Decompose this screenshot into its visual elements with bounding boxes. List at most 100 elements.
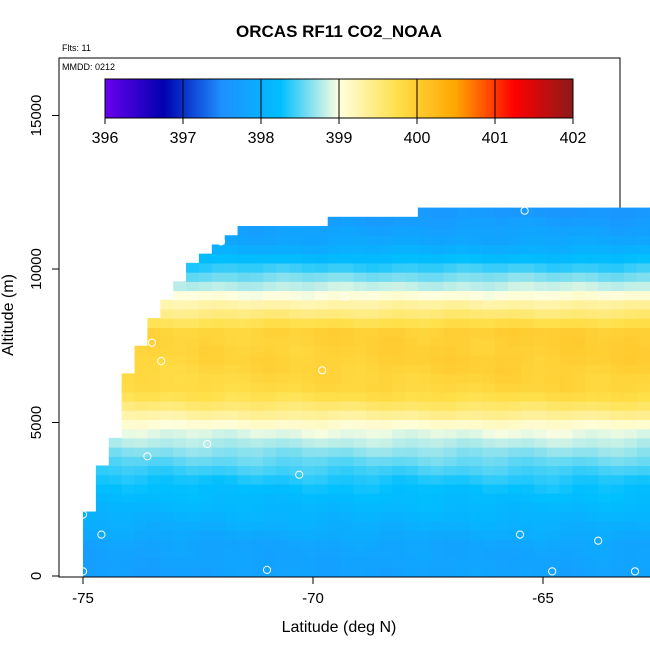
field-cell	[495, 235, 509, 246]
field-cell	[250, 474, 264, 485]
field-cell	[160, 465, 174, 476]
field-cell	[224, 539, 239, 549]
field-cell	[353, 364, 367, 374]
field-cell	[263, 290, 277, 301]
field-cell	[198, 493, 213, 503]
field-cell	[276, 364, 290, 374]
field-cell	[572, 253, 586, 264]
field-cell	[263, 474, 277, 485]
field-cell	[623, 465, 638, 476]
y-tick-label: 0	[28, 572, 45, 580]
field-cell	[430, 253, 445, 264]
field-cell	[198, 364, 213, 374]
field-cell	[250, 262, 264, 273]
field-cell	[327, 465, 342, 476]
field-cell	[392, 447, 406, 457]
field-cell	[533, 391, 548, 402]
field-cell	[289, 281, 303, 292]
field-cell	[276, 382, 290, 393]
field-cell	[417, 373, 432, 384]
field-cell	[559, 226, 574, 236]
field-cell	[392, 299, 406, 310]
field-cell	[443, 428, 458, 439]
field-cell	[289, 493, 303, 503]
field-cell	[289, 235, 303, 246]
field-cell	[585, 511, 599, 522]
field-cell	[623, 410, 638, 421]
field-cell	[108, 447, 123, 457]
field-cell	[186, 529, 200, 540]
field-cell	[121, 373, 136, 384]
field-cell	[211, 493, 226, 503]
field-cell	[572, 419, 586, 430]
field-cell	[636, 447, 650, 457]
field-cell	[636, 336, 650, 347]
field-cell	[211, 529, 226, 540]
field-cell	[392, 557, 406, 568]
field-cell	[379, 262, 393, 273]
field-cell	[636, 382, 650, 393]
field-cell	[443, 354, 458, 365]
field-cell	[533, 272, 548, 282]
field-cell	[211, 548, 226, 559]
field-cell	[211, 447, 226, 457]
field-cell	[405, 474, 419, 485]
field-cell	[211, 336, 226, 347]
field-cell	[495, 410, 509, 421]
field-cell	[276, 391, 290, 402]
field-cell	[482, 520, 496, 531]
field-cell	[289, 253, 303, 264]
field-cell	[340, 299, 355, 310]
field-cell	[211, 557, 226, 568]
field-cell	[340, 253, 355, 264]
field-cell	[546, 410, 561, 421]
field-cell	[469, 493, 483, 503]
field-cell	[430, 428, 445, 439]
field-cell	[198, 465, 213, 476]
field-cell	[456, 299, 470, 310]
field-cell	[327, 382, 342, 393]
field-cell	[611, 373, 625, 384]
field-cell	[160, 364, 174, 374]
field-cell	[405, 364, 419, 374]
field-cell	[469, 437, 483, 448]
field-cell	[456, 382, 470, 393]
field-cell	[134, 566, 148, 577]
field-cell	[147, 548, 161, 559]
field-cell	[482, 502, 496, 513]
field-cell	[430, 327, 445, 338]
field-cell	[456, 281, 470, 292]
field-cell	[314, 410, 329, 421]
field-cell	[482, 401, 496, 411]
field-cell	[585, 364, 599, 374]
field-cell	[108, 483, 123, 494]
field-cell	[263, 456, 277, 467]
field-cell	[263, 327, 277, 338]
field-cell	[623, 207, 638, 218]
field-cell	[314, 382, 329, 393]
field-cell	[108, 557, 123, 568]
field-cell	[430, 299, 445, 310]
field-cell	[430, 483, 445, 494]
field-cell	[469, 262, 483, 273]
field-cell	[469, 216, 483, 227]
field-cell	[623, 281, 638, 292]
field-cell	[392, 281, 406, 292]
field-cell	[263, 272, 277, 282]
field-cell	[482, 474, 496, 485]
field-cell	[456, 226, 470, 236]
field-cell	[147, 345, 161, 356]
field-cell	[533, 419, 548, 430]
field-cell	[443, 566, 458, 577]
field-cell	[508, 345, 522, 356]
field-cell	[327, 290, 342, 301]
field-cell	[160, 539, 174, 549]
field-cell	[134, 511, 148, 522]
field-cell	[314, 272, 329, 282]
field-cell	[443, 308, 458, 319]
field-cell	[327, 281, 342, 292]
field-cell	[379, 456, 393, 467]
field-cell	[417, 465, 432, 476]
field-cell	[366, 410, 380, 421]
field-cell	[623, 336, 638, 347]
